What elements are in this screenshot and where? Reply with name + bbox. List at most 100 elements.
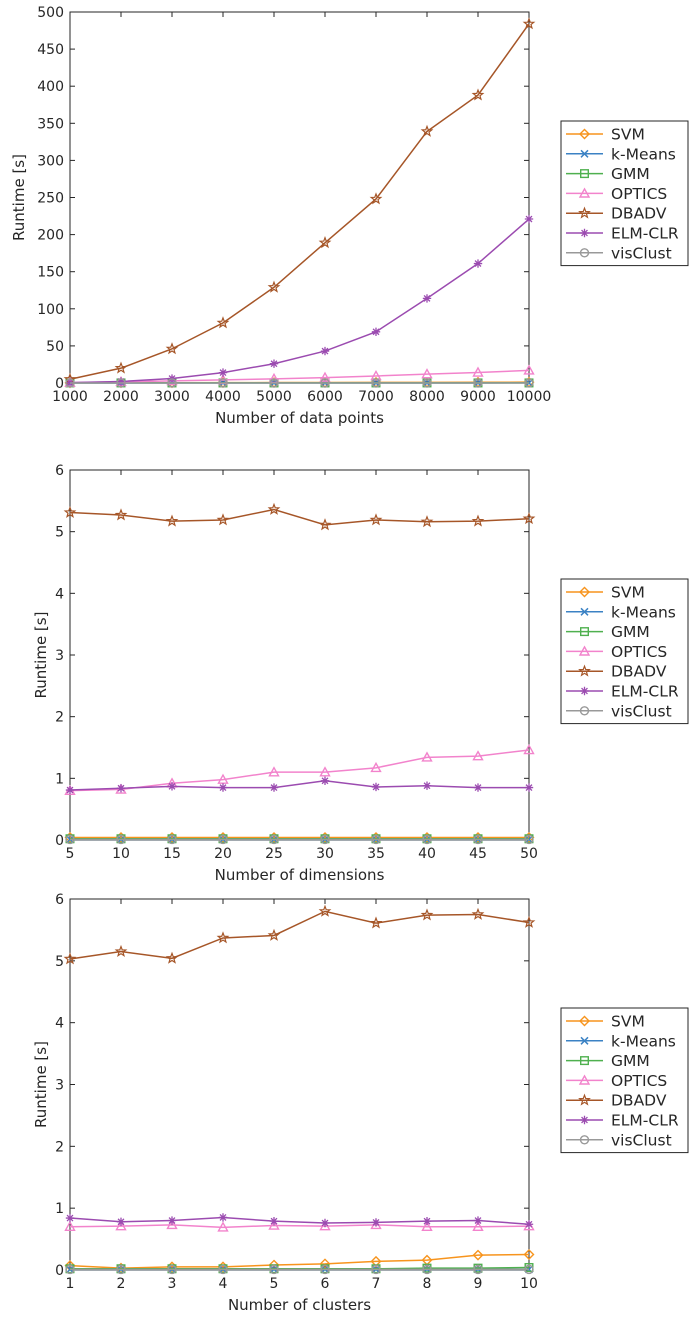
- legend-item-optics: OPTICS: [566, 1072, 667, 1090]
- x-tick-label: 7: [372, 1276, 381, 1292]
- legend-item-elm-clr: ELM-CLR: [566, 683, 679, 701]
- y-tick-label: 50: [46, 339, 64, 355]
- legend-label: k-Means: [611, 1032, 676, 1050]
- series-dbadv: [63, 17, 536, 385]
- data-point-visclust: [524, 1264, 534, 1275]
- x-tick-label: 4: [219, 1276, 228, 1292]
- legend-marker: [579, 706, 590, 716]
- data-point-elm-clr: [371, 1218, 381, 1227]
- x-tick-label: 20: [214, 846, 232, 862]
- y-tick-label: 450: [37, 42, 64, 58]
- legend-label: SVM: [611, 1013, 645, 1031]
- data-point-visclust: [116, 378, 126, 388]
- x-tick-label: 30: [316, 846, 334, 862]
- legend-item-svm: SVM: [566, 126, 645, 144]
- series-dbadv: [63, 502, 536, 531]
- series-line-dbadv: [69, 508, 530, 526]
- x-tick-label: 25: [265, 846, 283, 862]
- y-axis-label: Runtime [s]: [10, 154, 28, 241]
- series-line-optics: [69, 1224, 530, 1229]
- data-point-visclust: [269, 834, 279, 845]
- x-tick-label: 15: [163, 846, 181, 862]
- data-point-dbadv: [216, 931, 230, 944]
- data-point-elm-clr: [320, 346, 330, 356]
- y-tick-label: 6: [55, 463, 64, 479]
- y-tick-label: 150: [37, 265, 64, 281]
- data-point-optics: [421, 368, 433, 379]
- data-point-elm-clr: [269, 1216, 279, 1226]
- legend-marker: [580, 1115, 589, 1125]
- data-point-visclust: [65, 378, 75, 388]
- data-point-optics: [64, 1220, 76, 1232]
- legend-item-visclust: visClust: [566, 244, 672, 262]
- legend-item-visclust: visClust: [566, 1131, 672, 1149]
- series-line-optics: [69, 369, 530, 384]
- data-point-optics: [523, 364, 535, 375]
- data-point-dbadv: [267, 280, 281, 293]
- x-tick-label: 3000: [154, 389, 190, 405]
- data-point-dbadv: [114, 361, 128, 374]
- y-tick-label: 4: [55, 586, 64, 602]
- y-tick-label: 350: [37, 116, 64, 132]
- series-visclust: [65, 834, 534, 845]
- data-point-dbadv: [216, 316, 230, 329]
- x-tick-label: 2: [117, 1276, 126, 1292]
- data-point-dbadv: [522, 17, 536, 30]
- legend-marker: [580, 1036, 589, 1045]
- x-tick-label: 9: [474, 1276, 483, 1292]
- data-point-visclust: [269, 1264, 279, 1275]
- data-point-optics: [421, 1220, 433, 1232]
- data-point-optics: [217, 1221, 229, 1232]
- legend-label: SVM: [611, 126, 645, 144]
- x-tick-label: 5: [270, 1276, 279, 1292]
- data-point-visclust: [371, 1264, 381, 1275]
- data-point-dbadv: [267, 502, 281, 515]
- data-point-elm-clr: [116, 377, 126, 386]
- data-point-optics: [472, 366, 484, 377]
- legend-marker: [580, 686, 589, 696]
- data-point-dbadv: [369, 916, 383, 929]
- y-tick-label: 300: [37, 153, 64, 169]
- data-point-dbadv: [420, 908, 434, 921]
- y-axis-label: Runtime [s]: [32, 1041, 50, 1128]
- y-tick-label: 0: [55, 376, 64, 392]
- data-point-optics: [268, 766, 280, 777]
- x-tick-label: 1: [66, 1276, 75, 1292]
- data-point-elm-clr: [422, 1216, 432, 1226]
- y-tick-label: 2: [55, 1139, 64, 1155]
- series-visclust: [65, 378, 534, 388]
- legend-label: k-Means: [611, 603, 676, 621]
- data-point-visclust: [524, 834, 534, 845]
- y-tick-label: 3: [55, 1078, 64, 1094]
- y-tick-label: 250: [37, 191, 64, 207]
- legend-item-k-means: k-Means: [566, 145, 676, 163]
- data-point-visclust: [422, 834, 432, 845]
- legend-marker: [579, 1135, 590, 1145]
- data-point-visclust: [473, 1264, 483, 1275]
- legend-label: OPTICS: [611, 643, 667, 661]
- legend-label: GMM: [611, 1052, 650, 1070]
- data-point-dbadv: [420, 515, 434, 528]
- data-point-optics: [319, 766, 331, 777]
- legend-label: DBADV: [611, 1092, 667, 1110]
- data-point-visclust: [524, 378, 534, 388]
- data-point-visclust: [218, 1264, 228, 1275]
- x-tick-label: 4000: [205, 389, 241, 405]
- data-point-elm-clr: [320, 776, 330, 785]
- legend-item-optics: OPTICS: [566, 185, 667, 203]
- data-point-elm-clr: [524, 783, 534, 792]
- data-point-optics: [115, 1220, 127, 1231]
- data-point-elm-clr: [422, 294, 432, 303]
- x-tick-label: 8: [423, 1276, 432, 1292]
- y-tick-label: 3: [55, 648, 64, 664]
- legend-marker: [580, 1056, 590, 1066]
- legend-marker: [578, 187, 591, 198]
- legend-item-elm-clr: ELM-CLR: [566, 1112, 679, 1130]
- data-point-dbadv: [165, 951, 179, 964]
- data-point-dbadv: [165, 342, 179, 355]
- legend-marker: [580, 228, 589, 238]
- legend-label: DBADV: [611, 663, 667, 681]
- legend-marker: [578, 664, 591, 677]
- legend-item-gmm: GMM: [566, 623, 650, 641]
